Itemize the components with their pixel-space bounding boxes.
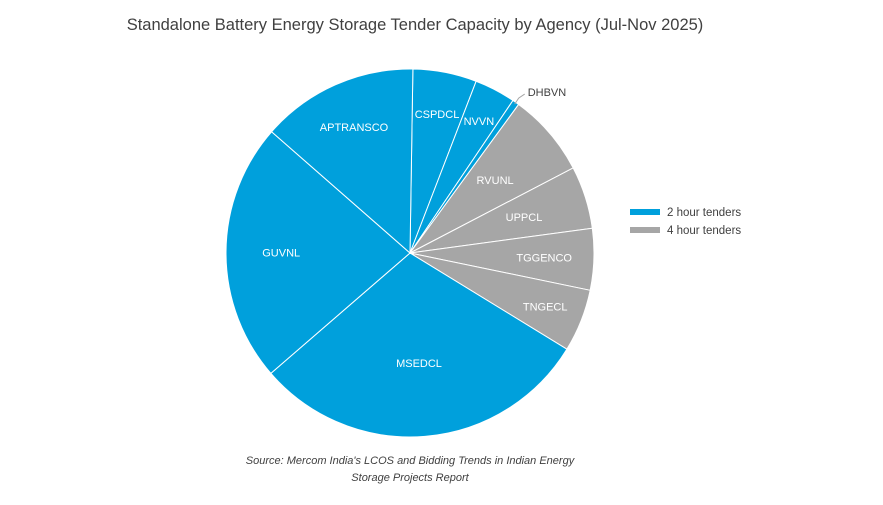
label-msedcl: MSEDCL (396, 358, 442, 370)
label-dhbvn: DHBVN (528, 87, 567, 99)
leader-line-dhbvn (514, 93, 525, 105)
source-line-1: Source: Mercom India's LCOS and Bidding … (245, 455, 575, 467)
label-rvunl: RVUNL (477, 175, 514, 187)
legend-label-4-hour: 4 hour tenders (667, 225, 741, 237)
chart-title: Standalone Battery Energy Storage Tender… (127, 16, 704, 34)
label-nvvn: NVVN (464, 116, 495, 128)
slice-msedcl (270, 252, 568, 438)
pie-slices (225, 68, 595, 438)
source-note: Source: Mercom India's LCOS and Bidding … (200, 453, 620, 487)
label-cspdcl: CSPDCL (415, 109, 460, 121)
pie-labels: CSPDCL NVVN DHBVN RVUNL UPPCL TGGENCO TNGECL MS… (262, 87, 572, 370)
legend: 2 hour tenders 4 hour tenders (630, 207, 741, 237)
label-aptransco: APTRANSCO (320, 122, 389, 134)
slice-guvnl (225, 131, 411, 374)
label-tggenco: TGGENCO (516, 253, 572, 265)
legend-swatch-4-hour (630, 227, 660, 233)
legend-swatch-2-hour (630, 209, 660, 215)
label-guvnl: GUVNL (262, 248, 300, 260)
legend-label-2-hour: 2 hour tenders (667, 207, 741, 219)
slice-aptransco (271, 68, 414, 254)
label-tngecl: TNGECL (523, 302, 568, 314)
source-line-2: Storage Projects Report (351, 472, 469, 484)
label-uppcl: UPPCL (506, 212, 543, 224)
